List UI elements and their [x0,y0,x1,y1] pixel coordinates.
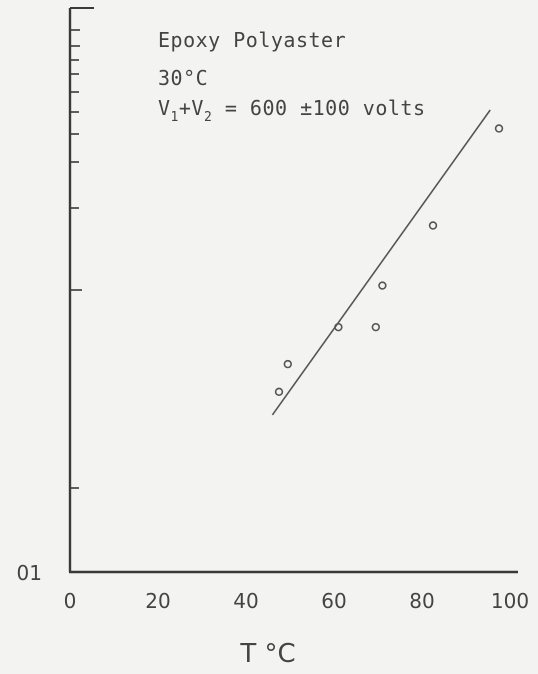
annotation-material: Epoxy Polyaster [158,28,347,52]
annotation-voltage-sub2: 2 [203,110,213,125]
x-tick-label-80: 80 [409,589,434,613]
annotation-voltage-sub1: 1 [170,110,179,125]
annotation-voltage-v2: +V [178,96,204,120]
data-point-0 [274,387,284,397]
y-tick-label: 01 [17,561,42,585]
x-tick-label-20: 20 [145,589,170,613]
data-points [274,124,504,397]
annotation-voltage-value: = 600 ±100 volts [212,96,426,120]
x-axis-label: T °C [239,639,295,669]
annotation-voltage: V1+V2 = 600 ±100 volts [158,96,426,125]
x-tick-label-60: 60 [321,589,346,613]
data-point-3 [371,322,380,332]
x-tick-label-0: 0 [64,589,77,613]
data-point-2 [334,322,343,332]
x-tick-label-100: 100 [491,589,529,613]
fit-line-group [271,109,491,416]
ticks [70,29,82,573]
annotation-voltage-v1: V [158,96,171,120]
data-point-6 [494,124,504,133]
data-point-1 [283,359,292,369]
tick-labels: 0 20 40 60 80 100 01 T °C [17,561,530,669]
axes [68,7,518,574]
x-tick-label-40: 40 [233,589,258,613]
annotation-temperature: 30°C [158,66,209,90]
data-point-5 [428,221,438,230]
data-point-4 [378,281,387,290]
fit-line [271,109,491,416]
